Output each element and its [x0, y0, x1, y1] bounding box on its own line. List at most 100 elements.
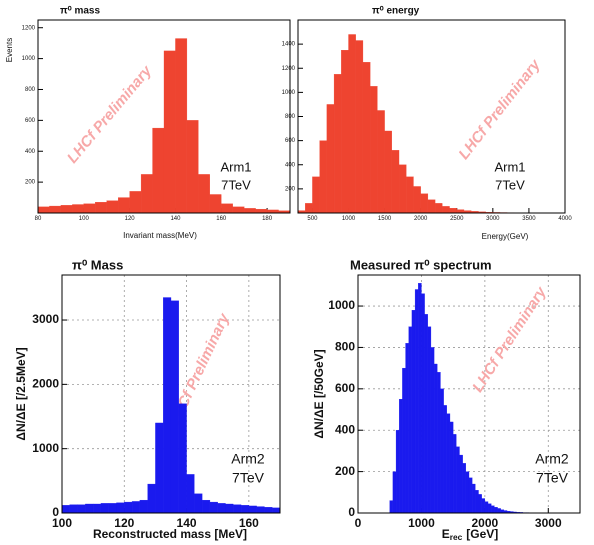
y-tick-label: 0	[52, 505, 59, 519]
y-tick-label: 600	[25, 118, 36, 124]
histogram-bar	[418, 283, 422, 514]
histogram-bar	[420, 193, 429, 214]
histogram-bar	[414, 289, 419, 514]
y-tick-label: 1200	[22, 25, 36, 31]
histogram-bar	[244, 208, 256, 214]
x-tick-label: 160	[239, 516, 259, 530]
histogram-bar	[424, 314, 428, 514]
x-axis-label: Invariant mass(MeV)	[123, 231, 197, 240]
annotation: Arm1	[494, 159, 525, 174]
histogram-bar	[152, 127, 165, 214]
histogram-bar	[362, 62, 371, 214]
y-tick-label: 1200	[282, 66, 296, 72]
x-tick-label: 2000	[414, 216, 428, 222]
histogram-bar	[232, 206, 245, 214]
x-tick-label: 160	[216, 216, 227, 222]
histogram-bar	[384, 130, 392, 214]
y-tick-label: 1000	[22, 56, 36, 62]
histogram-bar	[452, 434, 457, 514]
histogram-bar	[442, 206, 450, 214]
histogram-bar	[124, 501, 133, 514]
x-tick-label: 500	[307, 216, 318, 222]
x-tick-label: 1000	[408, 516, 435, 530]
histogram-bar	[459, 454, 463, 514]
histogram-bar	[413, 186, 421, 214]
histogram-bar	[100, 503, 109, 514]
histogram-bar	[392, 471, 397, 514]
y-tick-label: 0	[348, 505, 355, 519]
plot-border	[61, 274, 281, 514]
histogram-bar	[163, 297, 172, 514]
histogram-bar	[449, 421, 454, 514]
histogram-bar	[481, 498, 486, 514]
histogram-bar	[92, 503, 102, 514]
plot-border	[37, 19, 291, 214]
y-tick-label: 600	[335, 381, 355, 395]
histogram-bar	[427, 199, 436, 214]
plot-border	[357, 274, 581, 514]
y-axis-label: ΔN/ΔE [/2.5MeV]	[14, 347, 28, 440]
histogram-bar	[437, 372, 441, 514]
x-axis-label-main: Reconstructed mass [MeV]	[93, 527, 247, 541]
histogram-bar	[198, 174, 210, 214]
histogram-bar	[395, 430, 400, 514]
histogram-bar	[60, 205, 73, 214]
histogram-bar	[201, 499, 211, 514]
histogram-bar	[106, 200, 119, 214]
annotation: Arm1	[220, 159, 251, 174]
x-tick-label: 100	[79, 216, 90, 222]
histogram-bar	[468, 477, 473, 514]
chart-title: π⁰ Mass	[72, 257, 123, 272]
histogram-bar	[484, 501, 489, 514]
histogram-bar	[433, 363, 438, 514]
histogram-bar	[326, 104, 335, 214]
histogram-bar	[186, 474, 195, 514]
histogram-bar	[408, 326, 413, 514]
histogram-bar	[398, 164, 407, 214]
y-tick-label: 600	[285, 138, 296, 144]
annotation: 7TeV	[221, 177, 251, 192]
x-tick-label: 0	[355, 516, 362, 530]
histogram-bar	[399, 399, 403, 514]
histogram-bar	[434, 203, 443, 214]
chart-title: π⁰ mass	[60, 6, 100, 17]
histogram-bar	[255, 208, 268, 214]
histogram-bar	[233, 504, 242, 514]
annotation: 7TeV	[536, 470, 569, 486]
histogram-bar	[116, 502, 125, 514]
histogram-bar	[333, 74, 342, 214]
histogram-bar	[69, 504, 78, 514]
histogram-bar	[221, 203, 233, 214]
histogram-bar	[391, 150, 400, 214]
histogram-bar	[140, 174, 153, 214]
x-axis-label-main: Energy(GeV)	[482, 232, 529, 241]
y-tick-label: 1000	[32, 441, 59, 455]
chart-title: π⁰ energy	[372, 6, 420, 17]
x-tick-label: 3000	[535, 516, 562, 530]
histogram-bar	[95, 202, 107, 214]
histogram-bar	[411, 310, 416, 514]
x-tick-label: 140	[170, 216, 181, 222]
x-tick-label: 3500	[522, 216, 536, 222]
histogram-bar	[209, 194, 222, 214]
x-tick-label: 3000	[486, 216, 500, 222]
histogram-bar	[175, 38, 188, 214]
histogram-bar	[497, 508, 501, 514]
histogram-bar	[264, 507, 273, 514]
histogram-bar	[72, 204, 84, 214]
histogram-bar	[186, 120, 199, 214]
y-tick-label: 400	[285, 162, 296, 168]
histogram-bar	[319, 140, 328, 214]
histogram-bar	[272, 507, 281, 514]
annotation: 7TeV	[232, 470, 265, 486]
histogram-bar	[440, 388, 444, 514]
histogram-bar	[37, 206, 50, 214]
histogram-bar	[305, 203, 313, 214]
y-tick-label: 200	[335, 464, 355, 478]
histogram-bar	[225, 503, 234, 514]
histogram-bar	[478, 494, 482, 514]
histogram-bar	[155, 422, 164, 514]
histogram-bar	[421, 293, 425, 514]
histogram-bar	[194, 493, 203, 514]
y-axis-label: ΔN/ΔE [/50GeV]	[312, 349, 326, 438]
